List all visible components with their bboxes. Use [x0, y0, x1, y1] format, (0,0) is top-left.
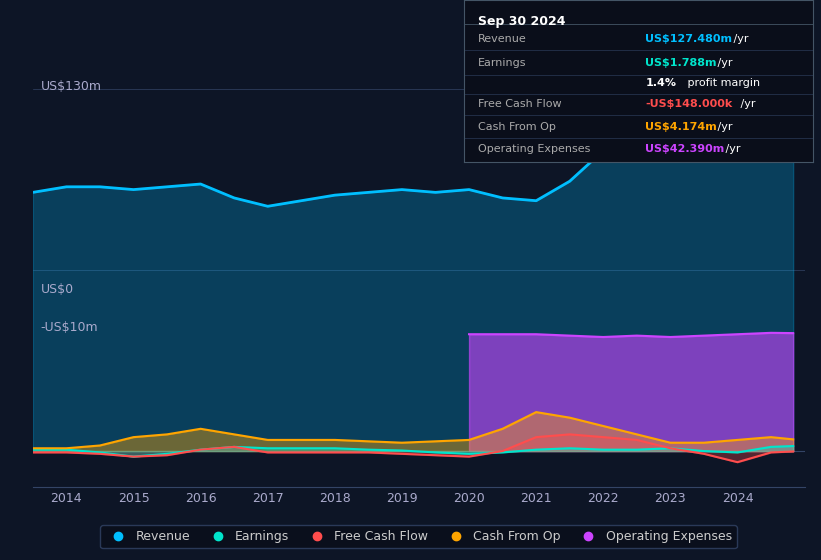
- Text: /yr: /yr: [737, 99, 756, 109]
- Text: US$42.390m: US$42.390m: [645, 144, 725, 155]
- Text: -US$10m: -US$10m: [40, 321, 99, 334]
- Text: Free Cash Flow: Free Cash Flow: [478, 99, 562, 109]
- Text: 1.4%: 1.4%: [645, 78, 677, 88]
- Text: /yr: /yr: [714, 58, 733, 68]
- Text: US$130m: US$130m: [40, 80, 102, 93]
- Text: /yr: /yr: [714, 122, 733, 132]
- Text: profit margin: profit margin: [685, 78, 760, 88]
- Text: Earnings: Earnings: [478, 58, 526, 68]
- Text: /yr: /yr: [722, 144, 741, 155]
- Text: /yr: /yr: [730, 34, 748, 44]
- Text: Cash From Op: Cash From Op: [478, 122, 556, 132]
- Legend: Revenue, Earnings, Free Cash Flow, Cash From Op, Operating Expenses: Revenue, Earnings, Free Cash Flow, Cash …: [100, 525, 737, 548]
- Text: Sep 30 2024: Sep 30 2024: [478, 15, 566, 27]
- Text: US$1.788m: US$1.788m: [645, 58, 717, 68]
- Text: US$127.480m: US$127.480m: [645, 34, 732, 44]
- Text: Operating Expenses: Operating Expenses: [478, 144, 590, 155]
- Text: US$0: US$0: [40, 283, 74, 296]
- Text: Revenue: Revenue: [478, 34, 526, 44]
- Text: US$4.174m: US$4.174m: [645, 122, 717, 132]
- Text: -US$148.000k: -US$148.000k: [645, 99, 732, 109]
